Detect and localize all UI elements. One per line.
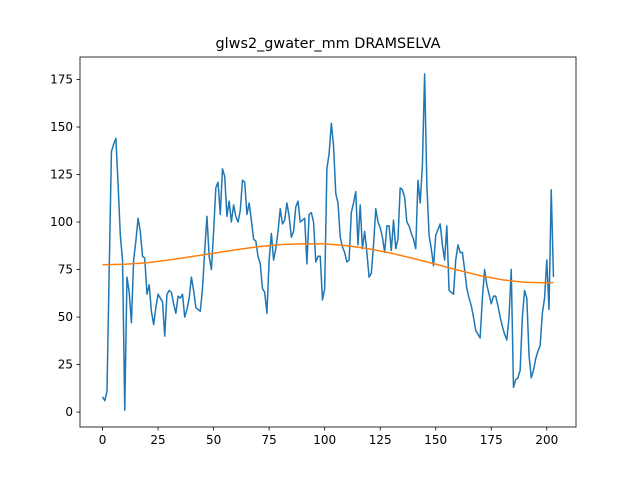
x-tick-label: 200 (535, 433, 558, 447)
x-tick-label: 75 (261, 433, 276, 447)
x-tick-label: 125 (369, 433, 392, 447)
y-tick-label: 125 (50, 168, 73, 182)
y-tick-label: 25 (58, 358, 73, 372)
x-tick-label: 25 (150, 433, 165, 447)
y-tick-label: 150 (50, 120, 73, 134)
x-tick-label: 50 (206, 433, 221, 447)
x-tick-label: 150 (424, 433, 447, 447)
x-tick-label: 0 (99, 433, 107, 447)
x-tick-label: 100 (313, 433, 336, 447)
y-tick-label: 100 (50, 215, 73, 229)
axes-frame (79, 56, 577, 428)
x-tick-label: 175 (480, 433, 503, 447)
y-tick-label: 75 (58, 263, 73, 277)
line-series (101, 73, 555, 411)
y-tick-label: 175 (50, 73, 73, 87)
y-tick-label: 50 (58, 310, 73, 324)
chart-title: glws2_gwater_mm DRAMSELVA (216, 36, 441, 52)
y-tick-label: 0 (65, 405, 73, 419)
line-series (102, 242, 554, 284)
